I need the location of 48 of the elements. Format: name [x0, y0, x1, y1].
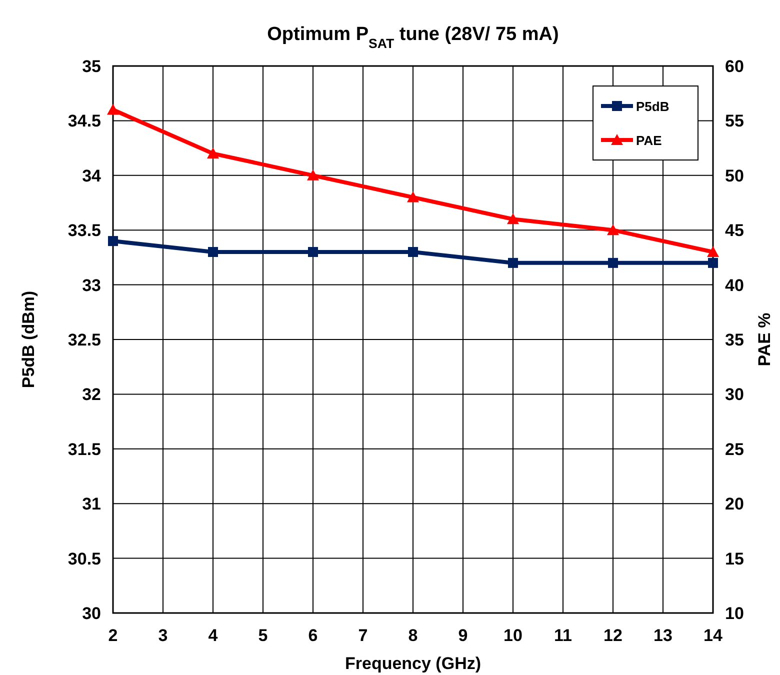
x-tick-label: 9 — [458, 626, 468, 645]
y2-tick-label: 25 — [725, 440, 744, 459]
y-tick-label: 33.5 — [68, 221, 101, 240]
x-tick-label: 5 — [258, 626, 268, 645]
x-axis-title: Frequency (GHz) — [344, 654, 482, 673]
x-tick-label: 14 — [704, 626, 723, 645]
y-axis-title: P5dB (dBm) — [19, 290, 38, 388]
x-tick-label: 8 — [408, 626, 418, 645]
x-tick-label: 7 — [358, 626, 368, 645]
chart-title: Optimum P$_{SAT}$ tune (28V/ 75 mA) — [267, 24, 559, 50]
y2-tick-label: 40 — [725, 276, 744, 295]
point — [107, 104, 119, 115]
x-tick-label: 12 — [604, 626, 622, 645]
y2-tick-label: 35 — [725, 330, 744, 350]
y-tick-label: 32 — [82, 385, 101, 404]
legend-label: PAE — [636, 133, 662, 148]
y-tick-label: 31 — [82, 494, 101, 514]
point — [407, 191, 419, 202]
y-tick-label: 32.5 — [68, 330, 101, 350]
y2-tick-label: 15 — [725, 549, 744, 568]
y-tick-label: 35 — [82, 57, 101, 76]
y-tick-label: 33 — [82, 276, 101, 295]
point — [707, 246, 719, 257]
x-tick-label: 13 — [654, 626, 672, 645]
y2-tick-label: 20 — [725, 494, 744, 514]
y2-tick-label: 30 — [725, 385, 744, 404]
y-tick-label: 30.5 — [68, 549, 101, 568]
x-tick-label: 3 — [158, 626, 168, 645]
point — [507, 213, 519, 224]
legend-label: P5dB — [636, 99, 670, 114]
y-tick-label: 34.5 — [68, 112, 101, 131]
y-tick-label: 34 — [82, 166, 102, 186]
y2-tick-label: 60 — [725, 57, 744, 76]
x-tick-label: 11 — [554, 626, 572, 645]
y2-tick-label: 55 — [725, 112, 744, 131]
x-tick-label: 2 — [108, 626, 118, 645]
y-tick-label: 31.5 — [68, 440, 101, 459]
y2-tick-label: 50 — [725, 166, 744, 186]
y2-tick-label: 45 — [725, 221, 744, 240]
y2-tick-label: 10 — [725, 604, 744, 623]
point — [607, 224, 619, 236]
x-tick-label: 10 — [504, 626, 522, 645]
y-tick-label: 30 — [82, 604, 101, 623]
point — [207, 148, 219, 159]
x-tick-label: 4 — [208, 626, 218, 645]
y2-axis-title: PAE % — [755, 312, 774, 366]
point — [307, 169, 319, 180]
x-tick-label: 6 — [308, 626, 318, 645]
